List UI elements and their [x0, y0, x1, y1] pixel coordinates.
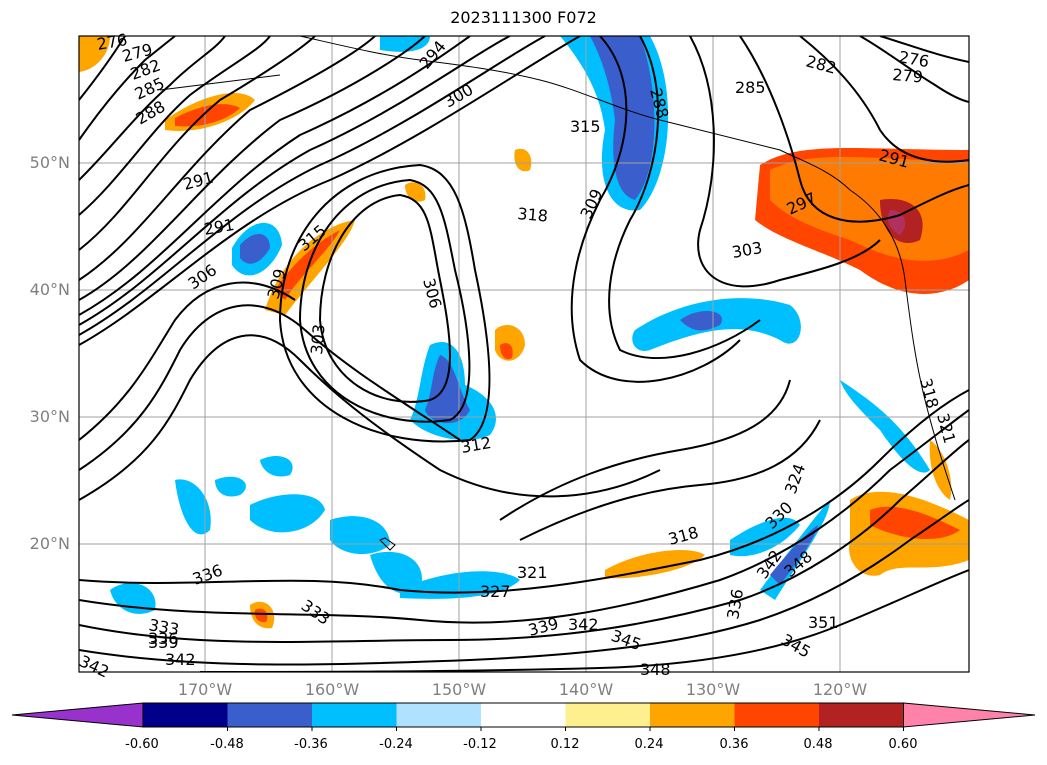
colorbar-tick-label: -0.12 [463, 737, 497, 752]
colorbar-tick-label: 0.60 [888, 737, 918, 752]
contour-label: 306 [419, 276, 445, 310]
colorbar-tick-label: -0.48 [210, 737, 244, 752]
contour-label: 291 [181, 168, 215, 194]
colorbar-tick-label: 0.36 [719, 737, 749, 752]
contour-label: 327 [480, 582, 511, 601]
lon-label-130w: 130°W [685, 680, 741, 699]
lat-label-20n: 20°N [29, 534, 70, 553]
colorbar-bin [565, 703, 650, 727]
colorbar-tick-label: 0.12 [550, 737, 580, 752]
coastlines [159, 36, 956, 551]
contour-label: 339 [148, 633, 179, 652]
contour-label: 309 [576, 186, 606, 222]
contour-label: 285 [735, 78, 766, 97]
contour-label: 324 [781, 461, 809, 496]
lon-label-160w: 160°W [304, 680, 360, 699]
colorbar-bin [481, 703, 566, 727]
contour-label: 342 [568, 615, 599, 634]
colorbar [11, 702, 1036, 731]
lon-label-150w: 150°W [431, 680, 487, 699]
contour-label: 348 [640, 660, 671, 679]
colorbar-tick-label: -0.24 [379, 737, 413, 752]
contour-label: 321 [517, 563, 548, 582]
lon-label-170w: 170°W [177, 680, 233, 699]
contour-label: 282 [804, 52, 838, 78]
colorbar-bin [650, 703, 735, 727]
contour-label: 303 [307, 323, 329, 355]
colorbar-extend-max [903, 702, 1036, 728]
colorbar-bin [143, 703, 228, 727]
lat-label-30n: 30°N [29, 407, 70, 426]
colorbar-extend-min [11, 702, 144, 728]
colorbar-bin [312, 703, 397, 727]
graticule [79, 36, 969, 672]
colorbar-tick-label: -0.36 [294, 737, 328, 752]
colorbar-tick-label: 0.24 [634, 737, 664, 752]
lon-label-120w: 120°W [812, 680, 868, 699]
colorbar-bin [819, 703, 904, 727]
contour-label: 303 [730, 238, 763, 262]
contour-label: 312 [459, 433, 492, 457]
colorbar-tick-label: 0.48 [803, 737, 833, 752]
lat-label-50n: 50°N [29, 153, 70, 172]
contour-label: 336 [723, 587, 747, 620]
colorbar-frame [142, 702, 904, 728]
contour-label: 318 [517, 204, 549, 226]
contour-label: 333 [298, 596, 334, 629]
contour-label: 336 [190, 560, 225, 588]
contour-label: 336 [148, 629, 179, 648]
colorbar-tick-label: -0.60 [125, 737, 159, 752]
lon-label-140w: 140°W [558, 680, 614, 699]
contour-label: 300 [441, 80, 477, 112]
colorbar-bin [227, 703, 312, 727]
contour-label: 321 [933, 411, 959, 445]
contour-label: 342 [165, 650, 196, 669]
contour-label: 351 [808, 613, 839, 632]
contour-label: 318 [666, 523, 700, 549]
map-title: 2023111300 F072 [450, 8, 597, 27]
colorbar-bin [734, 703, 819, 727]
plot-frame [78, 35, 970, 673]
shading-layer [79, 36, 969, 629]
contour-label: 318 [916, 376, 942, 410]
colorbar-bin [396, 703, 481, 727]
contour-label: 345 [778, 630, 814, 662]
contour-label: 315 [570, 117, 601, 136]
contour-label: 279 [892, 65, 924, 87]
contour-label: 342 [76, 651, 112, 681]
lat-label-40n: 40°N [29, 280, 70, 299]
